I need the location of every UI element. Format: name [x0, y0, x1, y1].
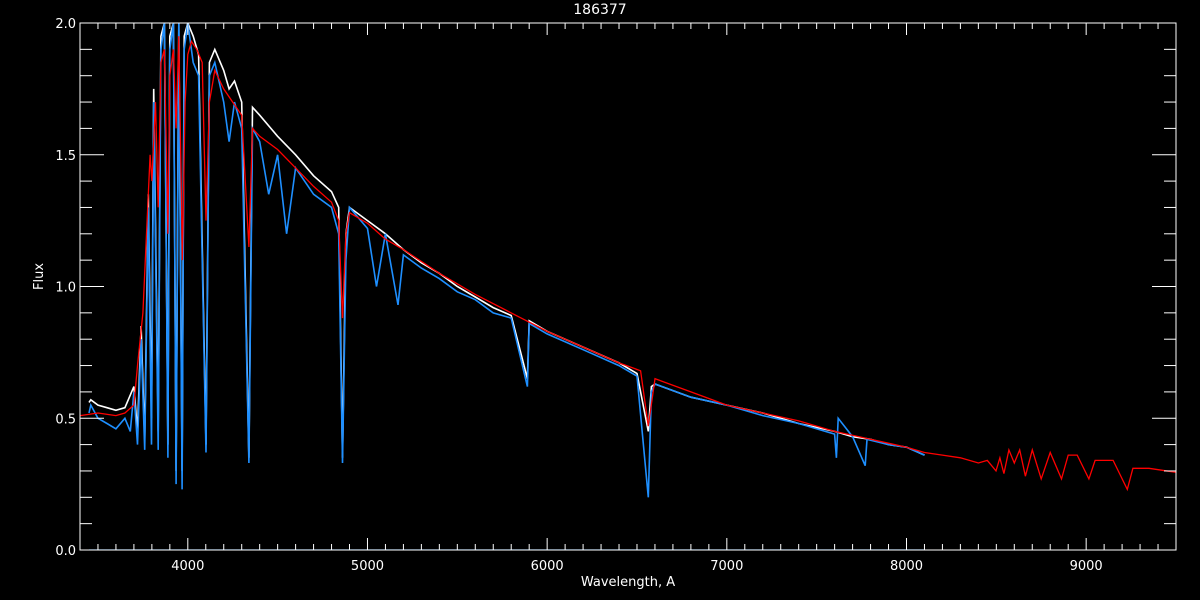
x-tick-label: 8000	[890, 559, 923, 574]
y-tick-label: 0.0	[55, 544, 76, 559]
y-tick-label: 2.0	[55, 17, 76, 32]
x-tick-label: 9000	[1070, 559, 1103, 574]
x-axis-label: Wavelength, A	[580, 575, 676, 590]
x-tick-label: 7000	[710, 559, 743, 574]
x-tick-label: 6000	[531, 559, 564, 574]
y-tick-label: 1.0	[55, 281, 76, 296]
x-tick-label: 4000	[171, 559, 204, 574]
y-tick-label: 1.5	[55, 149, 76, 164]
y-tick-label: 0.5	[55, 412, 76, 427]
x-tick-label: 5000	[351, 559, 384, 574]
series-line-1	[88, 23, 925, 498]
series-line-3	[80, 36, 1176, 492]
chart-title: 186377	[573, 2, 627, 18]
series-line-0	[88, 23, 925, 471]
